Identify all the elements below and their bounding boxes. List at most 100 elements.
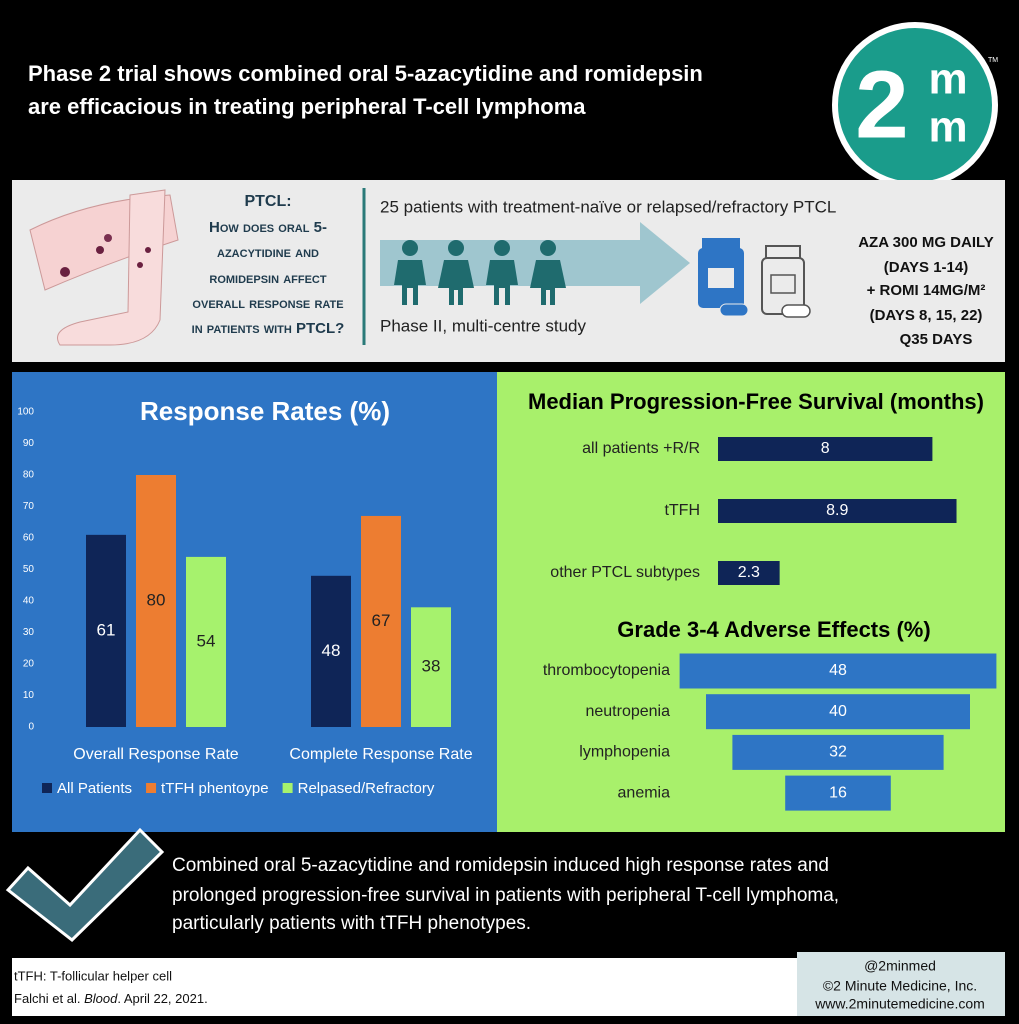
regimen-line: (DAYS 1-14) xyxy=(884,259,968,276)
bar xyxy=(311,575,351,727)
bar xyxy=(732,734,944,770)
title-line: are efficacious in treating peripheral T… xyxy=(28,94,586,119)
y-tick-label: 60 xyxy=(23,533,35,544)
person xyxy=(438,240,474,305)
data-label: 8 xyxy=(821,440,830,457)
checkmark xyxy=(5,827,165,942)
legend-label: All Patients xyxy=(57,780,132,797)
regimen-line: + ROMI 14MG/M² xyxy=(867,282,986,299)
data-label: 48 xyxy=(829,662,847,679)
data-label: 48 xyxy=(322,641,341,660)
question-title: PTCL: xyxy=(244,193,291,210)
chart-title: Median Progression-Free Survival (months… xyxy=(528,389,984,414)
y-tick-label: 30 xyxy=(23,627,35,638)
citation-journal: Blood xyxy=(84,991,118,1006)
y-tick-label: 100 xyxy=(17,407,34,418)
bar xyxy=(785,775,891,811)
bar xyxy=(706,694,970,730)
lesion xyxy=(60,267,70,277)
category-label: other PTCL subtypes xyxy=(550,564,700,581)
bottle-label xyxy=(770,274,796,294)
y-tick-label: 90 xyxy=(23,438,35,449)
pill xyxy=(719,303,749,317)
bar xyxy=(361,515,401,727)
bottle-cap xyxy=(702,238,740,250)
arm xyxy=(57,189,166,346)
data-label: 54 xyxy=(197,631,216,650)
credits-box xyxy=(797,952,1005,1016)
y-tick-label: 10 xyxy=(23,690,35,701)
data-label: 8.9 xyxy=(826,502,848,519)
bar xyxy=(86,534,126,727)
y-tick-label: 70 xyxy=(23,501,35,512)
conclusion-box xyxy=(55,840,1005,952)
person xyxy=(394,240,426,305)
category-label: tTFH xyxy=(664,502,700,519)
question-line: overall response rate xyxy=(192,295,343,312)
data-label: 16 xyxy=(829,784,847,801)
credit: @2minmed xyxy=(864,958,936,974)
x-tick-label: Overall Response Rate xyxy=(73,746,239,763)
y-tick-label: 0 xyxy=(28,722,34,733)
question-line: How does oral 5- xyxy=(209,219,327,236)
credit: www.2minutemedicine.com xyxy=(814,996,985,1012)
y-tick-label: 20 xyxy=(23,659,35,670)
x-tick-label: Complete Response Rate xyxy=(289,746,472,763)
legend-swatch xyxy=(42,783,52,793)
citation-part: Falchi et al. xyxy=(14,991,84,1006)
legend-label: Relpased/Refractory xyxy=(298,780,435,797)
credit: ©2 Minute Medicine, Inc. xyxy=(823,978,977,994)
data-label: 61 xyxy=(97,620,116,639)
bar xyxy=(411,607,451,727)
population: 25 patients with treatment-naïve or rela… xyxy=(380,197,836,216)
lesion xyxy=(137,262,143,268)
logo: 2 m m TM xyxy=(832,22,998,188)
legend-label: tTFH phentoype xyxy=(161,780,269,797)
regimen-line: (DAYS 8, 15, 22) xyxy=(870,307,983,324)
person xyxy=(530,240,566,305)
y-tick-label: 40 xyxy=(23,596,35,607)
logo-digit: 2 xyxy=(855,51,908,158)
chart-title: Grade 3-4 Adverse Effects (%) xyxy=(617,617,930,642)
lesion xyxy=(104,234,112,242)
y-tick-label: 80 xyxy=(23,470,35,481)
bottle-label xyxy=(708,268,734,288)
bar xyxy=(136,475,176,727)
question-line: in patients with PTCL? xyxy=(192,320,345,337)
person xyxy=(486,240,518,305)
legend-swatch xyxy=(146,783,157,793)
chart-title: Response Rates (%) xyxy=(140,396,390,426)
design: Phase II, multi-centre study xyxy=(380,316,586,335)
regimen-line: AZA 300 MG DAILY xyxy=(858,234,994,251)
question-line: romidepsin affect xyxy=(209,270,327,287)
data-label: 80 xyxy=(147,590,166,609)
category-label: neutropenia xyxy=(585,703,670,720)
question-line: azacytidine and xyxy=(217,244,319,261)
regimen-line: Q35 DAYS xyxy=(900,331,973,348)
conclusion-line: Combined oral 5-azacytidine and romideps… xyxy=(172,855,829,876)
people-icons xyxy=(394,240,566,305)
data-label: 2.3 xyxy=(738,564,760,581)
lesion xyxy=(96,246,104,254)
title-line: Phase 2 trial shows combined oral 5-azac… xyxy=(28,61,703,86)
data-label: 67 xyxy=(372,611,391,630)
bar xyxy=(186,556,226,727)
category-label: anemia xyxy=(618,784,671,801)
citation: Falchi et al. Blood. April 22, 2021. xyxy=(14,991,208,1006)
data-label: 32 xyxy=(829,744,847,761)
medication-icons xyxy=(698,238,811,318)
footnote: tTFH: T-follicular helper cell xyxy=(14,968,172,983)
bar xyxy=(679,653,997,689)
arm-illustration xyxy=(29,189,179,346)
conclusion-line: prolonged progression-free survival in p… xyxy=(172,885,839,906)
logo-letter: m xyxy=(928,55,967,104)
data-label: 38 xyxy=(422,657,441,676)
footer-notes xyxy=(12,958,797,1016)
bar xyxy=(718,437,933,461)
logo-mark: TM xyxy=(988,57,998,64)
bar xyxy=(718,499,957,523)
logo-letter: m xyxy=(928,103,967,152)
legend-swatch xyxy=(282,783,293,793)
data-label: 40 xyxy=(829,703,847,720)
